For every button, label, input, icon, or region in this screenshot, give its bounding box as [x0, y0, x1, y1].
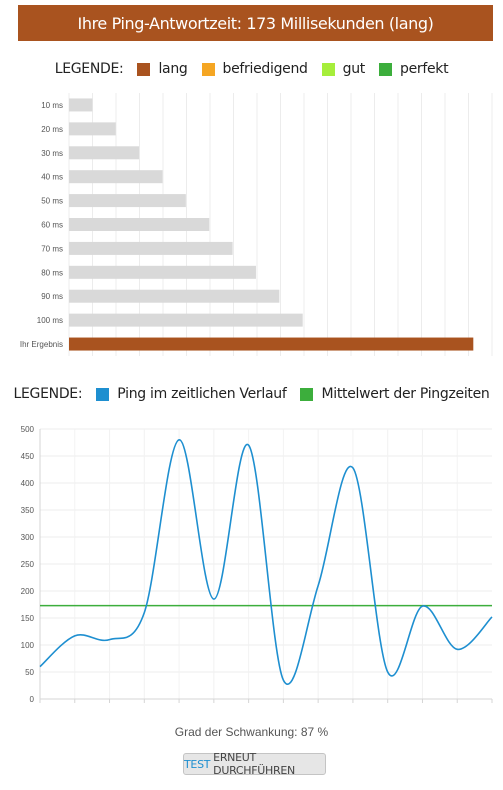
legend-label: perfekt [399, 61, 449, 77]
legend-title: LEGENDE: [13, 386, 83, 402]
legend-item-ping-series: Ping im zeitlichen Verlauf [96, 386, 287, 402]
legend-swatch [96, 387, 110, 401]
bar [69, 170, 163, 184]
bar-label: 70 ms [41, 244, 63, 253]
y-tick-label: 500 [21, 425, 35, 434]
legend-item-perfekt: perfekt [378, 61, 449, 77]
legend-item-mean: Mittelwert der Pingzeiten [300, 386, 490, 402]
legend-item-lang: lang [137, 61, 188, 77]
bar-label: 60 ms [41, 221, 63, 230]
legend-swatch [378, 62, 392, 76]
bar-label: Ihr Ergebnis [20, 340, 63, 349]
legend-item-gut: gut [321, 61, 366, 77]
y-tick-label: 350 [21, 506, 35, 515]
retest-button[interactable]: TEST ERNEUT DURCHFÜHREN [183, 751, 326, 777]
bar [69, 146, 140, 160]
bar [69, 98, 93, 112]
y-tick-label: 200 [21, 587, 35, 596]
line-legend: LEGENDE: Ping im zeitlichen Verlauf Mitt… [0, 384, 503, 404]
y-tick-label: 400 [21, 479, 35, 488]
bar [69, 194, 186, 208]
y-tick-label: 450 [21, 452, 35, 461]
bar [69, 313, 303, 327]
bar [69, 289, 280, 303]
legend-label: Mittelwert der Pingzeiten [321, 386, 490, 402]
legend-label: gut [342, 61, 366, 77]
legend-title: LEGENDE: [54, 61, 124, 77]
legend-swatch [201, 62, 215, 76]
ping-line-chart: 0 50 100 150 200 250 300 350 400 450 500 [21, 425, 493, 704]
legend-swatch [137, 62, 151, 76]
bar-label: 40 ms [41, 173, 63, 182]
bar-label: 30 ms [41, 149, 63, 158]
y-tick-label: 250 [21, 560, 35, 569]
legend-label: befriedigend [222, 61, 308, 77]
retest-keyword: TEST [184, 757, 211, 771]
result-title: Ihre Ping-Antwortzeit: 173 Millisekunden… [77, 13, 434, 33]
y-tick-label: 50 [25, 668, 34, 677]
bar [69, 122, 116, 136]
y-tick-label: 300 [21, 533, 35, 542]
bar-legend: LEGENDE: lang befriedigend gut perfekt [0, 59, 503, 79]
bar-label: 50 ms [41, 197, 63, 206]
bar [69, 265, 256, 279]
bar-label: 10 ms [41, 101, 63, 110]
bar-label: 20 ms [41, 125, 63, 134]
legend-label: lang [158, 61, 188, 77]
ping-series-line [39, 438, 493, 685]
y-tick-label: 100 [21, 641, 35, 650]
variation-text: Grad der Schwankung: 87 % [174, 725, 329, 739]
bar [69, 218, 210, 231]
retest-label: ERNEUT DURCHFÜHREN [213, 751, 295, 777]
bar-label: 80 ms [41, 268, 63, 277]
legend-item-befriedigend: befriedigend [201, 61, 308, 77]
bar-label: 90 ms [41, 292, 63, 301]
bar-label: 100 ms [37, 316, 63, 325]
y-tick-label: 0 [30, 695, 35, 704]
result-header: Ihre Ping-Antwortzeit: 173 Millisekunden… [18, 5, 493, 41]
legend-swatch [321, 62, 335, 76]
y-tick-label: 150 [21, 614, 35, 623]
legend-label: Ping im zeitlichen Verlauf [117, 386, 287, 402]
ping-bar-chart: 10 ms 20 ms 30 ms 40 ms 50 ms 60 ms 70 ms 80 ms… [20, 93, 493, 356]
result-bar [69, 337, 474, 351]
bar [69, 241, 233, 255]
legend-swatch [300, 387, 314, 401]
